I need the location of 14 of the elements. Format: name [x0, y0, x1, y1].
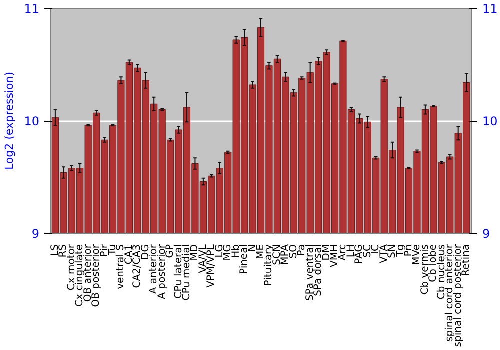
x-tick-label: Tg	[395, 244, 406, 258]
x-tick-label: A posterior	[156, 244, 168, 300]
y-tick-label: 11	[24, 2, 40, 16]
x-tick-label: OB posterior	[91, 244, 102, 308]
y2-tick-label: 11	[482, 2, 498, 16]
x-tick-label: Retina	[461, 244, 472, 276]
y2-tick-label: 10	[482, 114, 498, 128]
y2-tick-label: 9	[482, 227, 490, 241]
x-tick-label: spinal cord posterior	[452, 244, 464, 348]
y-axis-title: Log2 (expression)	[3, 72, 16, 170]
x-tick-label: Pituitary	[264, 244, 275, 286]
x-tick-label: ME	[256, 244, 266, 260]
y-tick-label: 10	[24, 114, 40, 128]
y-tick-label: 9	[32, 227, 40, 241]
